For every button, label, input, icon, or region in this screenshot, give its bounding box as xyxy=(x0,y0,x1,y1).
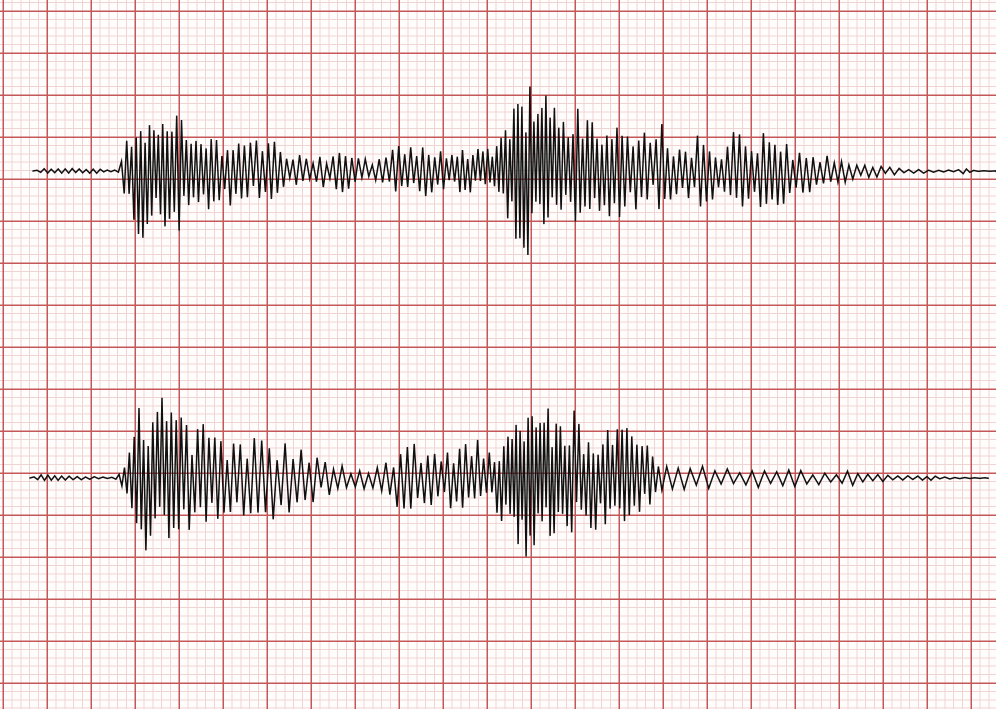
lower-seismic-trace xyxy=(29,397,989,557)
upper-seismic-trace-path xyxy=(32,86,996,256)
lower-seismic-trace-path xyxy=(29,397,989,557)
upper-seismic-trace xyxy=(32,86,996,256)
